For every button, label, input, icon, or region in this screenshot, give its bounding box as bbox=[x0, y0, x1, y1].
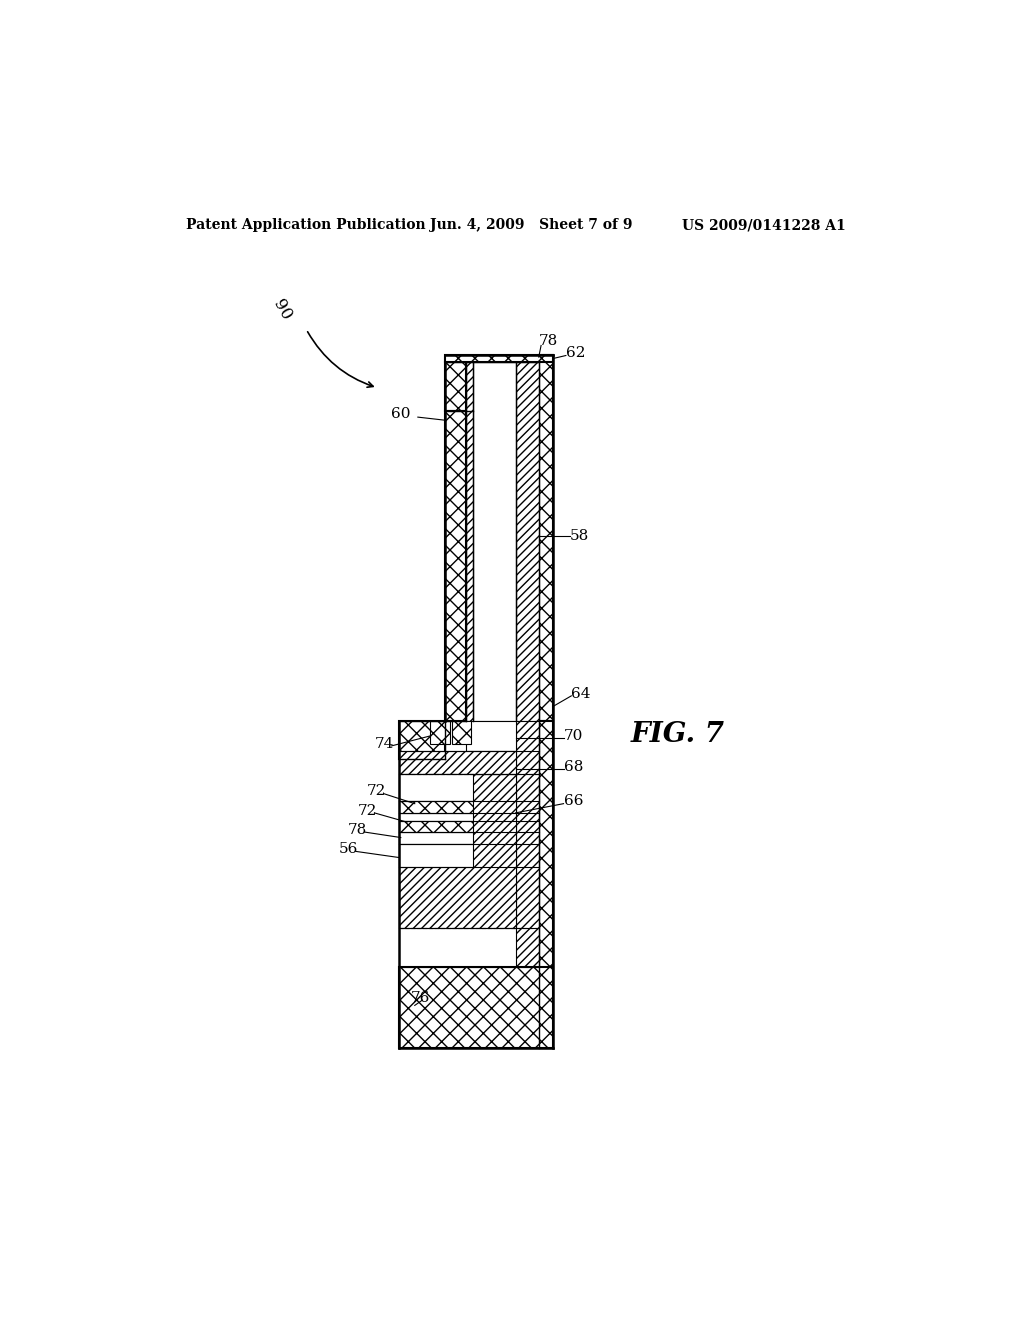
Text: 64: 64 bbox=[571, 686, 591, 701]
Text: FIG. 7: FIG. 7 bbox=[630, 721, 724, 748]
Polygon shape bbox=[515, 721, 539, 1048]
Polygon shape bbox=[399, 775, 515, 928]
Polygon shape bbox=[399, 813, 473, 821]
Polygon shape bbox=[452, 721, 471, 743]
Polygon shape bbox=[399, 832, 473, 843]
Text: 62: 62 bbox=[566, 346, 586, 360]
Text: 72: 72 bbox=[357, 804, 377, 817]
Text: 58: 58 bbox=[569, 529, 589, 543]
Text: 70: 70 bbox=[563, 729, 583, 743]
Polygon shape bbox=[399, 821, 473, 832]
Polygon shape bbox=[515, 363, 539, 721]
Text: 66: 66 bbox=[563, 795, 583, 808]
Polygon shape bbox=[399, 966, 553, 1048]
Text: Jun. 4, 2009   Sheet 7 of 9: Jun. 4, 2009 Sheet 7 of 9 bbox=[430, 218, 633, 232]
Text: 78: 78 bbox=[348, 822, 368, 837]
Text: 78: 78 bbox=[539, 334, 558, 348]
Polygon shape bbox=[539, 721, 553, 1048]
Polygon shape bbox=[473, 363, 515, 721]
Polygon shape bbox=[430, 721, 450, 743]
Polygon shape bbox=[445, 363, 466, 411]
Polygon shape bbox=[399, 721, 445, 759]
Polygon shape bbox=[399, 751, 515, 775]
Polygon shape bbox=[466, 363, 473, 721]
Text: 76: 76 bbox=[411, 991, 430, 1005]
Polygon shape bbox=[445, 355, 553, 363]
Polygon shape bbox=[399, 775, 473, 801]
Text: US 2009/0141228 A1: US 2009/0141228 A1 bbox=[682, 218, 846, 232]
Text: 72: 72 bbox=[367, 784, 386, 799]
Polygon shape bbox=[445, 411, 466, 721]
Text: 68: 68 bbox=[563, 760, 583, 774]
Text: 74: 74 bbox=[375, 737, 394, 751]
Text: 56: 56 bbox=[339, 842, 358, 857]
Text: 90: 90 bbox=[270, 297, 295, 323]
Text: Patent Application Publication: Patent Application Publication bbox=[186, 218, 426, 232]
Polygon shape bbox=[539, 355, 553, 721]
Polygon shape bbox=[399, 843, 473, 867]
Text: 60: 60 bbox=[391, 407, 411, 421]
Polygon shape bbox=[466, 721, 515, 751]
Polygon shape bbox=[399, 801, 473, 813]
